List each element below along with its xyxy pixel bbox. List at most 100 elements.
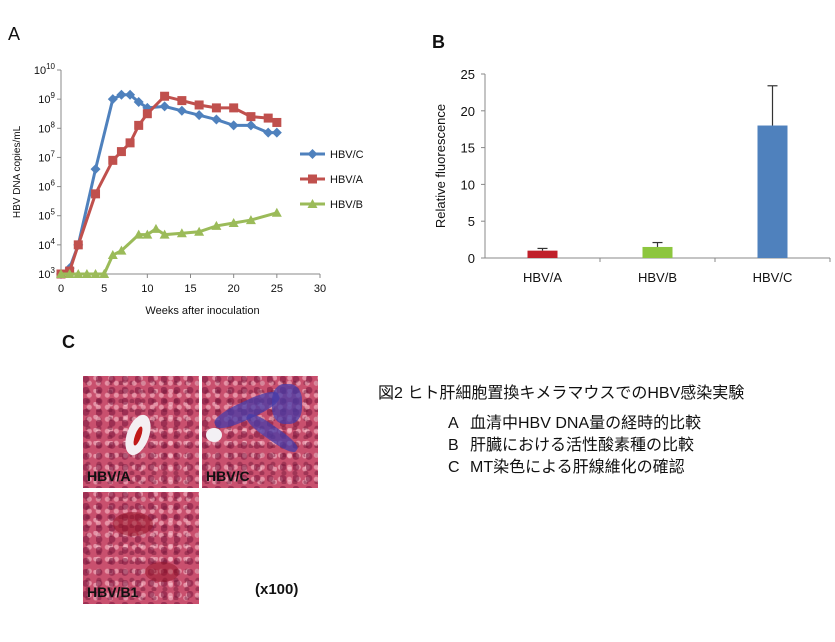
data-point-diamond xyxy=(133,97,144,108)
y-tick-label: 107 xyxy=(38,149,55,164)
x-category-label: HBV/C xyxy=(753,270,793,285)
data-point-triangle xyxy=(176,228,187,238)
caption-item-c: C MT染色による肝線維化の確認 xyxy=(448,457,744,479)
micrograph-label: HBV/A xyxy=(87,468,131,484)
data-point-square xyxy=(116,147,126,157)
portal-vessel xyxy=(145,562,179,582)
micrograph-hbv-a: HBV/A xyxy=(83,376,199,488)
y-tick-label: 10 xyxy=(461,177,475,192)
series-line-hbv-c xyxy=(60,93,277,276)
data-point-square xyxy=(229,103,239,113)
y-tick-label: 25 xyxy=(461,67,475,82)
data-point-triangle xyxy=(307,199,318,208)
portal-vessel xyxy=(113,512,153,536)
y-tick-label: 105 xyxy=(38,208,55,223)
panel-label-c: C xyxy=(62,332,75,352)
data-point-triangle xyxy=(99,269,110,278)
data-point-diamond xyxy=(211,114,222,125)
data-point-square xyxy=(246,112,256,122)
bar-hbv-c xyxy=(757,125,788,259)
y-tick-label: 104 xyxy=(38,237,55,252)
legend-label: HBV/B xyxy=(330,199,363,211)
data-point-square xyxy=(263,113,273,123)
data-point-square xyxy=(142,109,152,119)
caption-item-a: A 血清中HBV DNA量の経時的比較 xyxy=(448,413,744,435)
x-tick-label: 15 xyxy=(184,283,196,295)
x-category-label: HBV/A xyxy=(523,270,562,285)
legend-label: HBV/A xyxy=(330,174,364,186)
data-point-triangle xyxy=(116,245,127,255)
data-point-square xyxy=(160,91,170,101)
y-tick-label: 20 xyxy=(461,104,475,119)
data-point-diamond xyxy=(307,149,318,159)
micrograph-hbv-b1: HBV/B1 xyxy=(83,492,199,604)
y-axis-label: HBV DNA copies/mL xyxy=(12,125,23,218)
panel-label-b: B xyxy=(432,32,445,52)
data-point-triangle xyxy=(150,223,161,233)
data-point-square xyxy=(194,100,204,110)
micrograph-hbv-c: HBV/C xyxy=(202,376,318,488)
data-point-diamond xyxy=(194,110,205,121)
caption-text: 肝臓における活性酸素種の比較 xyxy=(470,437,695,454)
caption-item-b: B 肝臓における活性酸素種の比較 xyxy=(448,435,744,457)
bar-hbv-b xyxy=(642,246,673,258)
legend-label: HBV/C xyxy=(330,149,364,161)
data-point-triangle xyxy=(142,229,153,239)
series-line-hbv-b xyxy=(61,211,278,276)
bar-hbv-a xyxy=(527,250,558,258)
data-point-diamond xyxy=(125,89,136,100)
figure-caption: 図2 ヒト肝細胞置換キメラマウスでのHBV感染実験 A 血清中HBV DNA量の経… xyxy=(378,379,744,479)
micrograph-label: HBV/C xyxy=(206,468,250,484)
data-point-square xyxy=(308,174,317,184)
x-category-label: HBV/B xyxy=(638,270,677,285)
data-point-diamond xyxy=(228,120,239,131)
data-point-diamond xyxy=(116,89,127,100)
data-point-diamond xyxy=(263,127,274,138)
caption-text: 血清中HBV DNA量の経時的比較 xyxy=(470,415,702,432)
x-tick-label: 10 xyxy=(141,283,153,295)
data-point-diamond xyxy=(90,164,101,175)
fibrosis-band xyxy=(272,384,302,424)
x-tick-label: 5 xyxy=(101,283,107,295)
data-point-triangle xyxy=(245,215,256,225)
x-tick-label: 0 xyxy=(58,283,64,295)
data-point-diamond xyxy=(176,105,187,116)
data-point-triangle xyxy=(64,269,75,278)
caption-letter: B xyxy=(448,437,459,454)
data-point-diamond xyxy=(159,101,170,112)
y-tick-label: 15 xyxy=(461,141,475,156)
data-point-square xyxy=(211,103,221,113)
x-tick-label: 25 xyxy=(271,283,283,295)
data-point-diamond xyxy=(107,94,118,105)
x-tick-label: 30 xyxy=(314,283,326,295)
data-point-triangle xyxy=(133,229,144,239)
x-tick-label: 20 xyxy=(228,283,240,295)
data-point-square xyxy=(108,155,118,165)
x-axis-label: Weeks after inoculation xyxy=(145,305,259,317)
data-point-triangle xyxy=(81,269,92,278)
data-point-triangle xyxy=(90,269,101,278)
data-point-triangle xyxy=(159,229,170,239)
data-point-triangle xyxy=(271,207,282,217)
y-tick-label: 5 xyxy=(468,214,475,229)
data-point-triangle xyxy=(194,226,205,236)
data-point-square xyxy=(73,240,83,250)
bar-chart-relative-fluorescence: 0 5 10 15 20 25 Relative fluorescence HBV/A HBV/… xyxy=(433,67,831,285)
data-point-triangle xyxy=(107,250,118,260)
data-point-triangle xyxy=(73,269,84,278)
magnification-label: (x100) xyxy=(255,581,299,598)
data-point-triangle xyxy=(211,220,222,230)
data-point-diamond xyxy=(245,120,256,131)
panel-label-a: A xyxy=(8,24,21,44)
data-point-square xyxy=(91,189,101,199)
y-tick-label: 109 xyxy=(38,91,55,106)
y-tick-label: 0 xyxy=(468,251,475,266)
caption-letter: C xyxy=(448,459,460,476)
micrograph-label: HBV/B1 xyxy=(87,584,139,600)
y-tick-label: 1010 xyxy=(34,62,56,77)
data-point-triangle xyxy=(56,269,66,278)
caption-title: 図2 ヒト肝細胞置換キメラマウスでのHBV感染実験 xyxy=(378,385,745,402)
data-point-square xyxy=(272,117,282,127)
data-point-diamond xyxy=(271,127,282,138)
data-point-square xyxy=(177,96,187,106)
